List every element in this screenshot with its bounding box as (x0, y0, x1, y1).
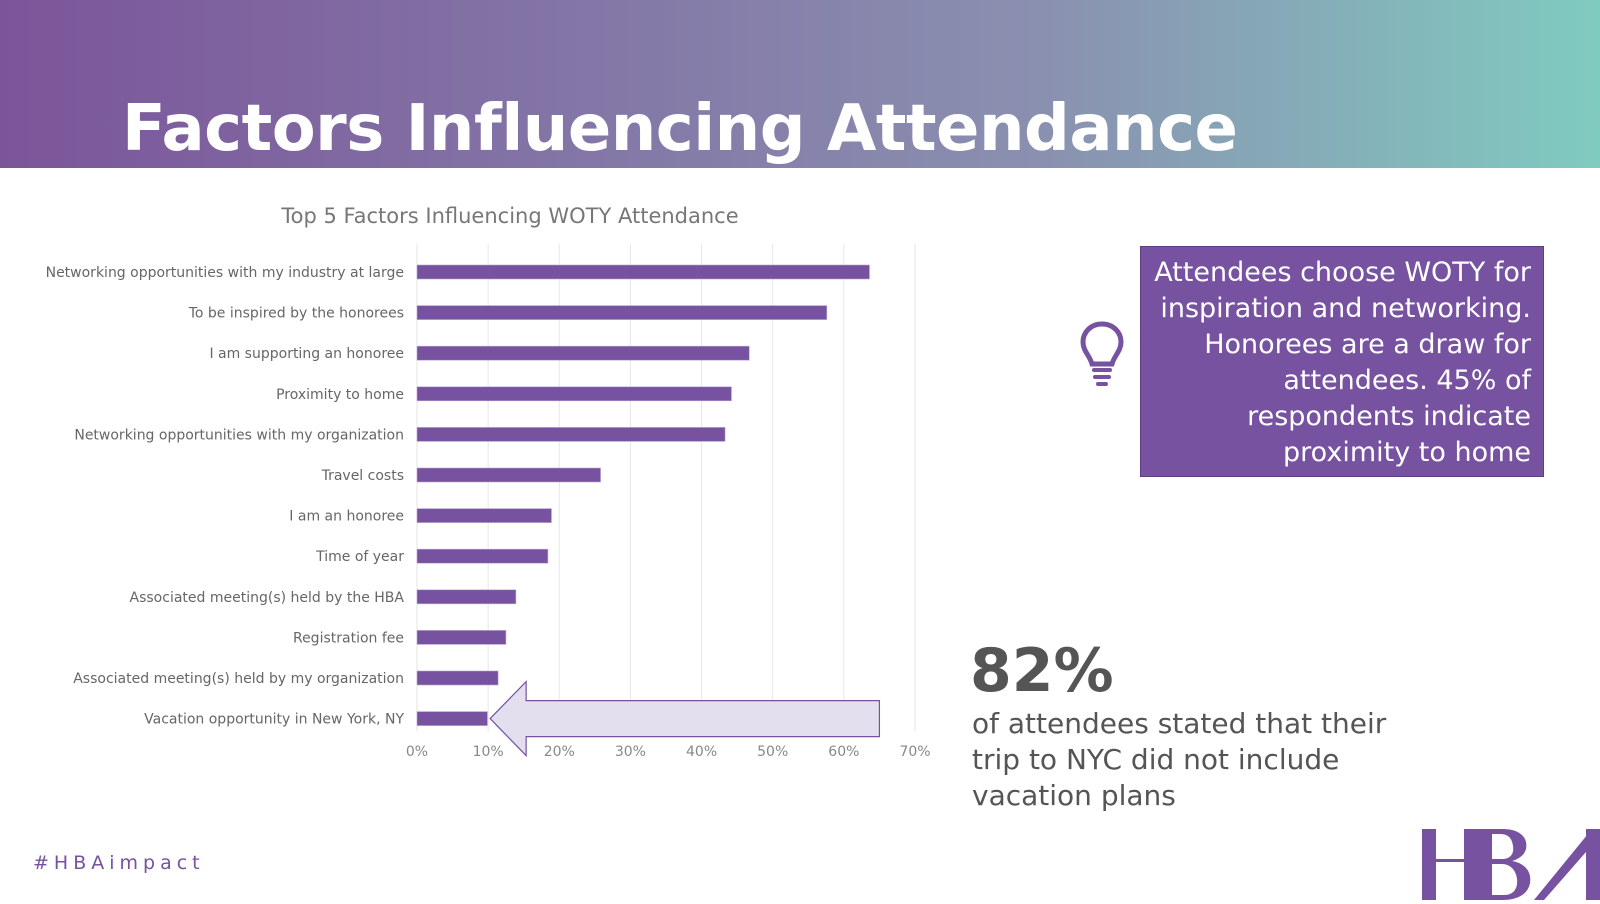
x-tick-label: 60% (828, 744, 859, 760)
x-tick-label: 30% (615, 744, 646, 760)
callout-line: Honorees are a draw for (1204, 329, 1531, 360)
chart-title: Top 5 Factors Influencing WOTY Attendanc… (281, 204, 739, 228)
stat-line: vacation plans (972, 779, 1176, 812)
category-label: To be inspired by the honorees (188, 306, 404, 322)
category-label: Proximity to home (276, 387, 404, 403)
bar (416, 264, 870, 280)
header-banner (0, 0, 1600, 168)
bar (416, 345, 750, 361)
x-tick-label: 0% (406, 744, 428, 760)
callout-line: Attendees choose WOTY for (1154, 257, 1531, 288)
hashtag: #HBAimpact (33, 852, 205, 874)
bar (416, 589, 517, 605)
category-label: Time of year (315, 549, 404, 565)
x-tick-label: 50% (757, 744, 788, 760)
bar (416, 711, 488, 726)
stat-line: trip to NYC did not include (972, 743, 1340, 776)
insight-callout: Attendees choose WOTY for inspiration an… (1140, 246, 1544, 477)
category-label: Networking opportunities with my industr… (46, 265, 404, 281)
bar (416, 427, 726, 442)
x-tick-label: 70% (899, 744, 930, 760)
hba-logo (1422, 826, 1600, 904)
bar (416, 670, 499, 686)
bar (416, 508, 552, 523)
category-label: Associated meeting(s) held by the HBA (130, 590, 405, 606)
annotation-arrow (489, 680, 881, 758)
bar-chart: 0% 10% 20% 30% 40% 50% 60% 70% Networking opport… (46, 244, 931, 760)
category-label: Vacation opportunity in New York, NY (144, 712, 404, 728)
callout-line: respondents indicate (1247, 401, 1531, 432)
x-tick-label: 20% (544, 744, 575, 760)
page-title: Factors Influencing Attendance (122, 92, 1238, 166)
callout-line: inspiration and networking. (1160, 293, 1531, 324)
lightbulb-icon (1080, 320, 1124, 392)
x-tick-label: 10% (473, 744, 504, 760)
category-label: I am an honoree (289, 509, 404, 525)
stat-value: 82% (970, 636, 1114, 706)
category-label: Networking opportunities with my organiz… (74, 427, 404, 443)
category-label: Travel costs (321, 468, 404, 484)
stat-description: of attendees stated that their trip to N… (972, 706, 1392, 814)
callout-line: proximity to home (1283, 437, 1531, 468)
bar (416, 630, 507, 645)
bar (416, 305, 828, 320)
bar (416, 386, 732, 402)
category-label: Registration fee (293, 630, 404, 646)
stat-line: of attendees stated that their (972, 707, 1387, 740)
category-label: Associated meeting(s) held by my organiz… (73, 671, 404, 687)
category-label: I am supporting an honoree (209, 346, 404, 362)
bar (416, 548, 549, 564)
bar (416, 467, 601, 483)
x-tick-label: 40% (686, 744, 717, 760)
callout-line: attendees. 45% of (1283, 365, 1531, 396)
